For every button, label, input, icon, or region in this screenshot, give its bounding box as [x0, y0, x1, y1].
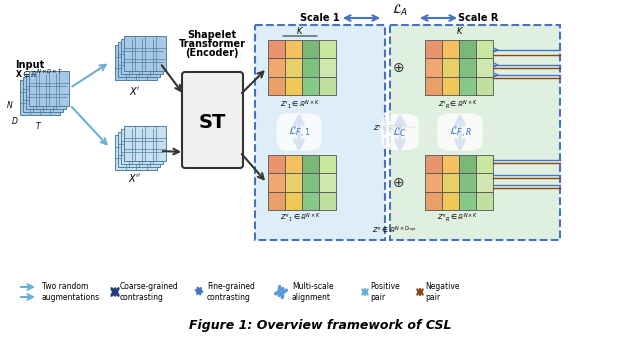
FancyBboxPatch shape	[390, 25, 560, 240]
Bar	[124, 36, 166, 71]
Bar	[442, 192, 459, 210]
Bar	[302, 40, 319, 58]
Bar	[118, 132, 160, 167]
Bar	[285, 58, 302, 76]
Text: $Z' \in \mathbb{R}^{N \times D_{repr}}$: $Z' \in \mathbb{R}^{N \times D_{repr}}$	[373, 122, 417, 134]
Bar	[115, 45, 157, 80]
Text: D: D	[12, 117, 18, 126]
Text: Scale 1: Scale 1	[300, 13, 340, 23]
Bar	[302, 76, 319, 95]
Bar	[268, 40, 285, 58]
Text: $Z'' \in \mathbb{R}^{N \times D_{repr}}$: $Z'' \in \mathbb{R}^{N \times D_{repr}}$	[372, 224, 417, 236]
Bar	[442, 173, 459, 192]
Text: ST: ST	[198, 113, 226, 132]
Bar	[476, 192, 493, 210]
Bar	[319, 173, 336, 192]
Text: Negative
pair: Negative pair	[425, 282, 460, 302]
Bar	[425, 173, 442, 192]
Bar	[319, 76, 336, 95]
Text: Two random
augmentations: Two random augmentations	[42, 282, 100, 302]
Bar	[268, 76, 285, 95]
FancyBboxPatch shape	[182, 72, 243, 168]
Bar	[302, 173, 319, 192]
Bar	[319, 155, 336, 173]
Bar	[442, 155, 459, 173]
Bar	[302, 192, 319, 210]
Text: (Encoder): (Encoder)	[185, 48, 239, 58]
Bar	[115, 135, 157, 170]
Bar	[425, 58, 442, 76]
Text: Coarse-grained
contrasting: Coarse-grained contrasting	[120, 282, 179, 302]
Bar	[285, 173, 302, 192]
Bar	[268, 58, 285, 76]
Text: N: N	[7, 101, 13, 109]
Bar	[268, 173, 285, 192]
Bar	[121, 129, 163, 164]
Bar	[285, 40, 302, 58]
Text: Multi-scale
alignment: Multi-scale alignment	[292, 282, 333, 302]
Text: $\mathcal{L}_{F,R}$: $\mathcal{L}_{F,R}$	[449, 124, 472, 139]
Text: Input: Input	[15, 60, 44, 70]
Bar	[425, 40, 442, 58]
Bar	[459, 76, 476, 95]
Text: $Z'_R \in \mathbb{R}^{N \times K}$: $Z'_R \in \mathbb{R}^{N \times K}$	[438, 98, 478, 110]
Bar	[476, 76, 493, 95]
Bar	[268, 192, 285, 210]
Text: $\oplus$: $\oplus$	[392, 176, 404, 190]
Text: Figure 1: Overview framework of CSL: Figure 1: Overview framework of CSL	[189, 319, 451, 332]
Text: $Z'_1 \in \mathbb{R}^{N \times K}$: $Z'_1 \in \mathbb{R}^{N \times K}$	[280, 98, 320, 110]
Text: T: T	[36, 122, 40, 131]
Bar	[285, 155, 302, 173]
Bar	[425, 192, 442, 210]
Bar	[29, 71, 69, 106]
Text: Scale R: Scale R	[458, 13, 498, 23]
Bar	[459, 40, 476, 58]
Bar	[476, 40, 493, 58]
Text: Shapelet: Shapelet	[188, 30, 237, 40]
Bar	[459, 155, 476, 173]
Bar	[476, 58, 493, 76]
Bar	[459, 192, 476, 210]
Bar	[425, 76, 442, 95]
Bar	[302, 155, 319, 173]
Bar	[124, 126, 166, 161]
Text: $\mathbf{X} \in \mathbb{R}^{N \times D \times T}$: $\mathbf{X} \in \mathbb{R}^{N \times D \…	[15, 68, 63, 80]
Text: $X'$: $X'$	[129, 85, 141, 97]
Bar	[26, 74, 66, 109]
Text: $\mathcal{L}_{F,1}$: $\mathcal{L}_{F,1}$	[288, 124, 310, 139]
Bar	[476, 173, 493, 192]
Bar	[442, 40, 459, 58]
Text: Positive
pair: Positive pair	[370, 282, 400, 302]
Bar	[118, 42, 160, 77]
Bar	[459, 58, 476, 76]
Bar	[476, 155, 493, 173]
Bar	[285, 76, 302, 95]
Bar	[442, 76, 459, 95]
Text: $X''$: $X''$	[128, 172, 142, 184]
Text: $Z''_R \in \mathbb{R}^{N \times K}$: $Z''_R \in \mathbb{R}^{N \times K}$	[437, 212, 479, 224]
Bar	[319, 58, 336, 76]
Bar	[459, 173, 476, 192]
Bar	[319, 40, 336, 58]
Bar	[23, 77, 63, 112]
Bar	[302, 58, 319, 76]
Bar	[268, 155, 285, 173]
Bar	[121, 39, 163, 74]
Bar	[442, 58, 459, 76]
Text: $\mathcal{L}_C$: $\mathcal{L}_C$	[392, 125, 408, 139]
FancyBboxPatch shape	[255, 25, 385, 240]
Bar	[285, 192, 302, 210]
Text: K: K	[297, 28, 303, 36]
Bar	[425, 155, 442, 173]
Bar	[20, 80, 60, 115]
Text: Transformer: Transformer	[179, 39, 246, 49]
Text: $\oplus$: $\oplus$	[392, 61, 404, 75]
Text: $\mathcal{L}_A$: $\mathcal{L}_A$	[392, 2, 408, 18]
Text: Fine-grained
contrasting: Fine-grained contrasting	[207, 282, 255, 302]
Text: $Z''_1 \in \mathbb{R}^{N \times K}$: $Z''_1 \in \mathbb{R}^{N \times K}$	[280, 212, 321, 224]
Bar	[319, 192, 336, 210]
Text: K: K	[457, 28, 463, 36]
